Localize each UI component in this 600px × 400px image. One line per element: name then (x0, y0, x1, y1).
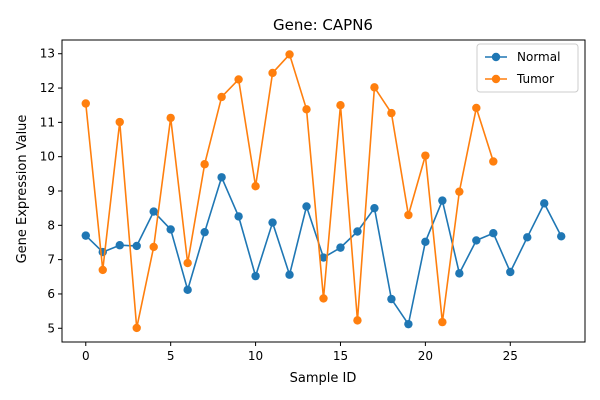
data-point-normal (149, 207, 158, 216)
chart-title: Gene: CAPN6 (273, 16, 373, 34)
data-point-tumor (404, 210, 413, 220)
data-point-normal (268, 218, 277, 227)
y-axis-label: Gene Expression Value (15, 115, 30, 264)
x-tick-label: 25 (503, 349, 518, 363)
data-point-normal (217, 173, 226, 182)
data-point-tumor (472, 103, 481, 113)
data-point-tumor (81, 99, 90, 108)
data-point-tumor (217, 92, 226, 102)
data-point-tumor (115, 117, 124, 127)
data-point-normal (81, 231, 90, 240)
data-point-normal (421, 237, 430, 246)
data-point-tumor (251, 181, 260, 191)
legend-marker-tumor (491, 74, 501, 84)
y-tick-label: 9 (47, 184, 55, 198)
data-point-normal (302, 202, 311, 211)
y-tick-label: 7 (47, 253, 55, 267)
data-point-tumor (285, 50, 294, 59)
data-point-normal (387, 294, 396, 304)
legend-marker-normal (491, 52, 501, 62)
data-point-tumor (98, 265, 107, 275)
x-tick-label: 10 (248, 349, 263, 363)
data-point-normal (183, 285, 192, 295)
series-line-tumor (84, 53, 495, 329)
y-tick-label: 6 (47, 287, 55, 301)
data-point-tumor (234, 75, 243, 84)
data-point-normal (200, 227, 209, 237)
data-point-tumor (166, 113, 175, 123)
data-point-tumor (336, 101, 345, 110)
data-point-tumor (200, 160, 209, 169)
data-point-normal (166, 225, 175, 234)
data-point-tumor (319, 294, 328, 303)
data-point-normal (438, 196, 447, 205)
data-point-normal (540, 199, 549, 208)
data-point-tumor (387, 108, 396, 118)
x-axis-label: Sample ID (290, 371, 357, 386)
data-point-normal (336, 243, 345, 252)
y-tick-label: 8 (47, 218, 55, 232)
x-tick-label: 15 (333, 349, 348, 363)
data-point-tumor (183, 258, 192, 268)
data-point-normal (251, 271, 260, 281)
data-point-normal (319, 253, 328, 262)
y-tick-label: 10 (40, 150, 55, 164)
y-tick-label: 5 (47, 321, 55, 335)
data-point-normal (506, 267, 515, 277)
data-point-normal (234, 212, 243, 221)
data-point-normal (489, 229, 498, 238)
data-point-normal (472, 236, 481, 245)
legend-label-tumor: Tumor (516, 72, 554, 86)
legend-box (476, 43, 579, 93)
x-tick-label: 5 (167, 349, 175, 363)
data-point-tumor (149, 242, 158, 252)
data-point-normal (115, 241, 124, 250)
y-tick-label: 11 (40, 115, 55, 129)
data-point-tumor (421, 151, 430, 160)
x-tick-label: 0 (82, 349, 90, 363)
y-tick-label: 12 (40, 81, 55, 95)
data-point-tumor (353, 316, 362, 325)
x-tick-label: 20 (418, 349, 433, 363)
legend-label-normal: Normal (517, 50, 560, 64)
data-point-normal (557, 232, 566, 241)
data-point-normal (370, 203, 379, 213)
data-point-tumor (455, 187, 464, 196)
data-point-normal (523, 233, 532, 242)
data-point-normal (455, 269, 464, 278)
data-point-normal (404, 319, 413, 329)
data-point-normal (132, 241, 141, 251)
data-point-tumor (268, 68, 277, 78)
data-point-tumor (489, 157, 498, 166)
data-point-normal (285, 270, 294, 279)
data-point-tumor (438, 317, 447, 327)
data-point-normal (353, 227, 362, 236)
data-point-tumor (302, 105, 311, 114)
plot-area: 0 5 10 15 20 25 5 6 7 8 9 10 11 12 13 (40, 39, 586, 363)
y-tick-label: 13 (40, 47, 55, 61)
data-point-tumor (370, 83, 379, 92)
legend: Normal Tumor (476, 43, 579, 93)
data-point-tumor (132, 323, 141, 333)
